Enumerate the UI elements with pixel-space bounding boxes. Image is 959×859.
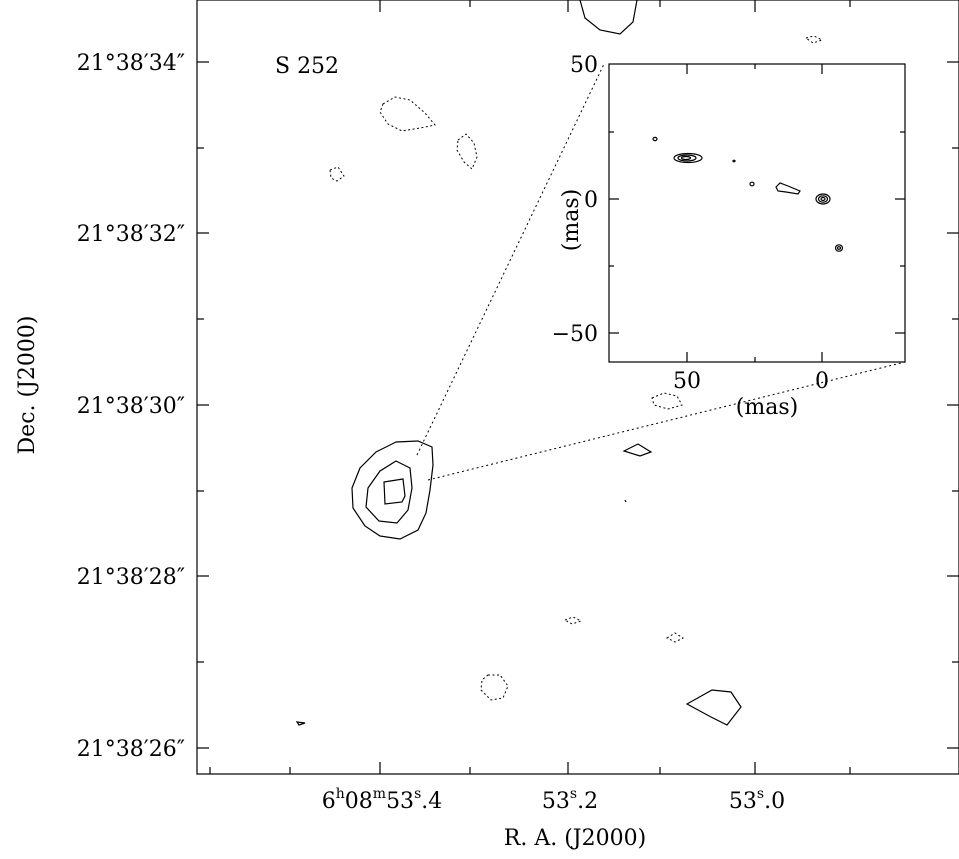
component-b-outer xyxy=(673,152,703,164)
inset-leader-lines xyxy=(416,63,906,481)
x-tick-label-53.2: 53s.2 xyxy=(542,786,598,814)
component-g-inner xyxy=(836,246,842,250)
inset-y-tick-50: 50 xyxy=(570,53,598,78)
y-tick-label-34: 21°38′34″ xyxy=(77,51,185,76)
component-b-inner xyxy=(680,155,692,161)
neg-contour-3 xyxy=(329,166,345,182)
neg-contour-7 xyxy=(480,674,509,701)
component-f-outer xyxy=(815,193,831,205)
inset-panel: 50 0 −50 50 0 (mas) (mas) xyxy=(552,53,906,420)
inset-frame xyxy=(608,63,906,363)
contour-main-inner xyxy=(383,478,406,505)
inset-components xyxy=(652,136,844,252)
component-b-mid xyxy=(677,154,697,162)
main-plot-frame xyxy=(196,0,959,775)
component-f-mid xyxy=(817,195,829,203)
neg-contour-5 xyxy=(563,616,583,625)
neg-contour-4 xyxy=(651,392,683,410)
contour-dot xyxy=(624,499,627,503)
x-tick-label-53.4: 6h08m53s.4 xyxy=(322,786,443,814)
positive-contours xyxy=(295,0,742,726)
inset-x-tick-0: 0 xyxy=(815,369,829,394)
x-axis-title: R. A. (J2000) xyxy=(504,826,646,851)
y-tick-label-32: 21°38′32″ xyxy=(77,222,185,247)
y-axis-title: Dec. (J2000) xyxy=(15,316,40,455)
y-tick-label-30: 21°38′30″ xyxy=(77,394,185,419)
contour-bottom-right xyxy=(685,689,742,726)
neg-contour-6 xyxy=(665,632,685,643)
component-a xyxy=(652,136,658,142)
contour-tiny-left xyxy=(295,721,306,726)
x-tick-label-53.0: 53s.0 xyxy=(729,786,785,814)
component-f-inner xyxy=(820,196,826,202)
contour-top-edge xyxy=(579,0,638,35)
y-tick-label-28: 21°38′28″ xyxy=(77,565,185,590)
inset-y-tick-neg50: −50 xyxy=(552,322,598,347)
main-x-ticks xyxy=(209,0,851,774)
neg-contour-1 xyxy=(379,96,436,132)
negative-contours xyxy=(329,35,824,701)
component-c xyxy=(732,159,736,163)
source-label: S 252 xyxy=(275,54,339,79)
contour-main-middle xyxy=(365,460,413,524)
component-g-outer xyxy=(834,244,844,252)
inset-x-axis-title: (mas) xyxy=(736,395,798,420)
contour-small-diamond xyxy=(622,443,653,457)
inset-y-tick-0: 0 xyxy=(584,188,598,213)
component-e xyxy=(775,182,801,195)
neg-contour-8 xyxy=(804,35,824,44)
component-d xyxy=(749,181,755,187)
y-tick-label-26: 21°38′26″ xyxy=(77,737,185,762)
contour-main-outer xyxy=(351,440,434,540)
neg-contour-2 xyxy=(456,133,478,170)
inset-y-axis-title: (mas) xyxy=(559,189,584,251)
main-y-ticks xyxy=(197,61,959,749)
inset-x-tick-50: 50 xyxy=(673,369,701,394)
